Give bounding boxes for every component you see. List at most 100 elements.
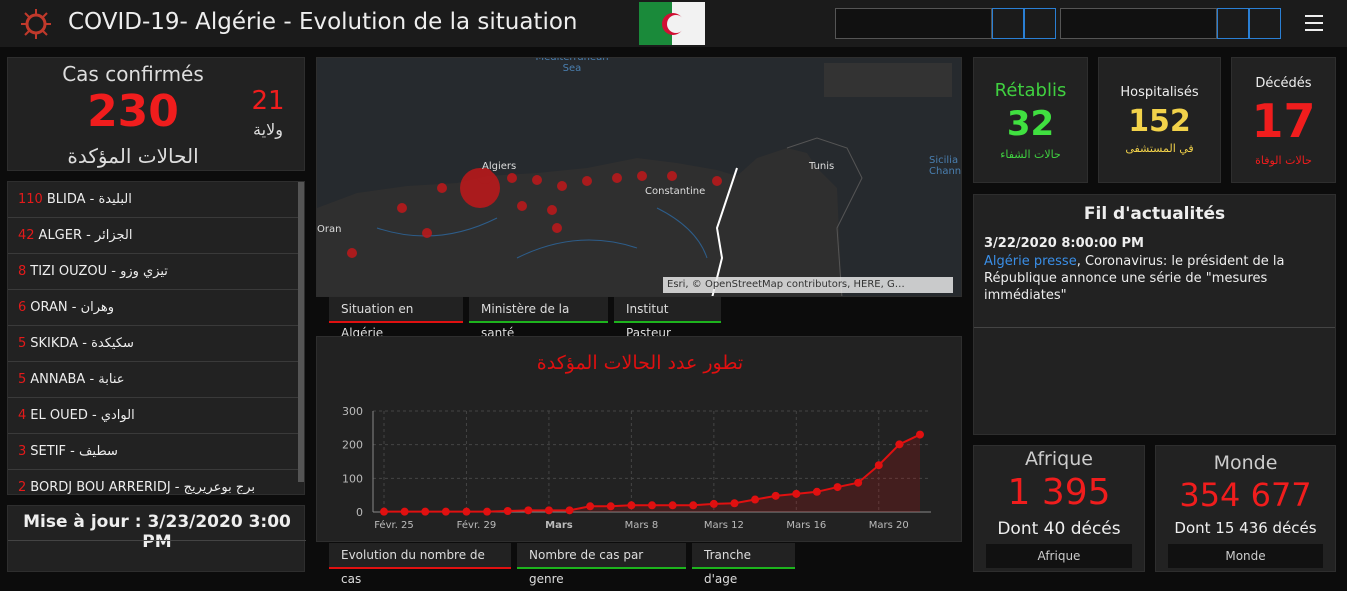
- point: [648, 501, 656, 510]
- province-name: TIZI OUZOU - تيزي وزو: [30, 264, 168, 279]
- flag: [639, 2, 705, 45]
- province-count: 2: [18, 480, 27, 495]
- world-deaths: Dont 15 436 décés: [1174, 519, 1317, 537]
- update-panel: Mise à jour : 3/23/2020 3:00 PM: [7, 505, 306, 572]
- hospitalized-panel: Hospitalisés 152 في المستشفى: [1098, 57, 1221, 183]
- point: [668, 501, 677, 510]
- confirmed-panel: Cas confirmés 230 الحالات المؤكدة 21 ولا…: [7, 57, 305, 171]
- map-toolbar[interactable]: [824, 63, 952, 97]
- header: COVID-19- Algérie - Evolution de la situ…: [0, 0, 1347, 47]
- news-panel: Fil d'actualités 3/22/2020 8:00:00 PM Al…: [973, 194, 1336, 435]
- tab[interactable]: Situation en Algérie: [329, 297, 463, 340]
- province-count: 3: [18, 444, 27, 459]
- point: [833, 483, 842, 492]
- world-panel: Monde 354 677 Dont 15 436 décés Monde: [1155, 445, 1336, 572]
- province-count: 4: [18, 408, 27, 423]
- x-tick-label: Mars: [545, 520, 573, 531]
- province-name: ALGER - الجزائر: [38, 228, 133, 243]
- point: [854, 478, 863, 487]
- y-tick-label: 0: [356, 506, 363, 519]
- y-tick-label: 100: [342, 472, 363, 485]
- calendar-button[interactable]: [992, 8, 1024, 39]
- point: [771, 491, 780, 500]
- y-tick-label: 200: [342, 439, 363, 452]
- africa-deaths: Dont 40 décés: [997, 519, 1121, 539]
- confirmed-label: Cas confirmés: [62, 62, 204, 86]
- province-name: ANNABA - عنابة: [30, 372, 125, 387]
- africa-label: Afrique: [1025, 448, 1093, 470]
- x-tick-label: Févr. 29: [457, 519, 497, 531]
- tab[interactable]: Nombre de cas par genre: [517, 543, 686, 586]
- news-title: Fil d'actualités: [1083, 204, 1226, 224]
- point: [751, 495, 760, 504]
- area: [384, 434, 920, 512]
- point: [462, 507, 471, 516]
- africa-value: 1 395: [1007, 472, 1111, 513]
- point: [792, 489, 801, 498]
- news-source[interactable]: Algérie presse: [984, 254, 1077, 269]
- date-input[interactable]: [1060, 8, 1217, 39]
- map-attribution: Esri, © OpenStreetMap contributors, HERE…: [663, 277, 953, 293]
- news-date: 3/22/2020 8:00:00 PM: [984, 236, 1144, 251]
- point: [812, 487, 821, 496]
- world-nav[interactable]: Monde: [1168, 544, 1323, 568]
- point: [895, 440, 904, 449]
- recovered-label-ar: حالات الشفاء: [1000, 148, 1061, 161]
- province-name: SKIKDA - سكيكدة: [30, 336, 134, 351]
- recovered-value: 32: [1006, 104, 1055, 144]
- point: [874, 461, 883, 470]
- point: [483, 507, 492, 516]
- time-button[interactable]: [1024, 8, 1056, 39]
- x-tick-label: Mars 8: [625, 520, 659, 531]
- point: [606, 502, 615, 511]
- province-count: 42: [18, 228, 35, 243]
- province-row: 2 BORDJ BOU ARRERIDJ - برج بوعريريج: [8, 470, 304, 495]
- recovered-panel: Rétablis 32 حالات الشفاء: [973, 57, 1088, 183]
- hospitalized-value: 152: [1128, 104, 1191, 139]
- province-name: SETIF - سطيف: [30, 444, 118, 459]
- province-row: 5 SKIKDA - سكيكدة: [8, 326, 304, 362]
- y-tick-label: 300: [342, 405, 363, 418]
- africa-nav[interactable]: Afrique: [986, 544, 1132, 568]
- province-name: EL OUED - الوادي: [30, 408, 135, 423]
- map-label: Oran: [317, 224, 342, 235]
- deaths-label-ar: حالات الوفاة: [1255, 154, 1312, 167]
- x-tick-label: Mars 12: [704, 520, 744, 531]
- africa-panel: Afrique 1 395 Dont 40 décés Afrique: [973, 445, 1145, 572]
- calendar-button[interactable]: [1217, 8, 1249, 39]
- world-label: Monde: [1213, 452, 1278, 474]
- world-value: 354 677: [1179, 476, 1312, 514]
- chart-title: تطور عدد الحالات المؤكدة: [537, 352, 743, 374]
- point: [544, 506, 553, 515]
- chart-panel: تطور عدد الحالات المؤكدة 0 100 200 300 Févr.…: [316, 336, 962, 542]
- confirmed-value: 230: [87, 86, 179, 137]
- news-text: , Coronavirus: le président de la Républ…: [984, 254, 1285, 303]
- time-button[interactable]: [1249, 8, 1281, 39]
- confirmed-label-ar: الحالات المؤكدة: [67, 144, 199, 168]
- point: [441, 507, 450, 516]
- tab[interactable]: Evolution du nombre de cas: [329, 543, 511, 586]
- tab[interactable]: Ministère de la santé: [469, 297, 608, 340]
- logo: [21, 9, 51, 39]
- map-label: Algiers: [482, 161, 517, 172]
- scrollbar[interactable]: [298, 182, 304, 482]
- point: [627, 501, 636, 510]
- province-count: 8: [18, 264, 27, 279]
- province-row: 42 ALGER - الجزائر: [8, 218, 304, 254]
- point: [524, 506, 533, 515]
- province-rows: 110 BLIDA - البليدة 42 ALGER - الجزائر 8 TIZI…: [8, 182, 304, 495]
- date-input[interactable]: [835, 8, 992, 39]
- point: [380, 507, 388, 516]
- tab[interactable]: Institut Pasteur: [614, 297, 721, 340]
- map-label: Sicilia Chann: [929, 155, 962, 177]
- news-item: Algérie presse, Coronavirus: le présiden…: [984, 253, 1324, 304]
- province-count: 6: [18, 300, 27, 315]
- province-row: 3 SETIF - سطيف: [8, 434, 304, 470]
- point: [565, 506, 574, 515]
- province-count: 5: [18, 372, 27, 387]
- map[interactable]: Mediterranean Sea Algiers Constantine Tu…: [316, 57, 962, 297]
- title: COVID-19- Algérie - Evolution de la situ…: [68, 9, 578, 35]
- tab[interactable]: Tranche d'age: [692, 543, 795, 586]
- x-tick-label: Févr. 25: [374, 519, 414, 531]
- menu-button[interactable]: [1303, 13, 1325, 33]
